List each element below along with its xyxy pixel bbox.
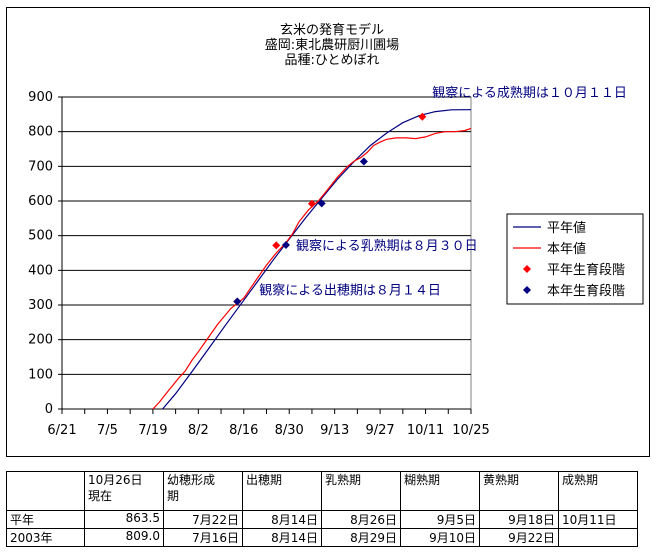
marker-2-1 <box>272 241 281 250</box>
y-tick-label: 700 <box>28 159 53 174</box>
annotation-label: 観察による出穂期は８月１４日 <box>259 284 441 299</box>
y-tick-label: 100 <box>28 367 53 382</box>
y-tick-label: 600 <box>28 194 53 209</box>
table-header-cell <box>6 471 85 511</box>
series-line-0 <box>162 109 471 410</box>
y-tick-label: 400 <box>28 263 53 278</box>
x-tick-label: 6/21 <box>47 423 76 438</box>
legend-label: 本年値 <box>547 241 586 257</box>
plot-area <box>61 96 472 410</box>
x-tick-label: 9/13 <box>320 423 349 438</box>
table-cell: 9月18日 <box>479 510 559 529</box>
x-tick-label: 10/25 <box>452 423 489 438</box>
legend-label: 本年生育段階 <box>547 283 625 299</box>
marker-3-1 <box>281 241 290 250</box>
x-tick-label: 8/2 <box>188 423 209 438</box>
table-header-cell: 成熟期 <box>558 471 638 511</box>
table-cell: 7月22日 <box>163 510 243 529</box>
legend-swatch <box>523 265 531 273</box>
table-header-row: 10月26日 現在 幼穂形成期出穂期 乳熟期 糊熟期 黄熟期 成熟期 <box>6 471 638 511</box>
y-tick-label: 800 <box>28 125 53 140</box>
table-header-cell: 出穂期 <box>242 471 322 511</box>
marker-3-3 <box>359 157 368 166</box>
x-tick-label: 8/30 <box>275 423 304 438</box>
chart-frame: 玄米の発育モデル 盛岡:東北農研厨川圃場 品種:ひとめぼれ 0 100 200 300… <box>6 7 650 457</box>
table-cell: 9月10日 <box>400 528 480 547</box>
annotation-label: 観察による成熟期は１０月１１日 <box>432 85 627 101</box>
table-cell: 809.0 <box>84 528 164 547</box>
table-cell: 8月29日 <box>321 528 401 547</box>
marker-2-2 <box>307 199 316 208</box>
y-tick-label: 0 <box>45 402 53 417</box>
y-tick-label: 500 <box>28 229 53 244</box>
x-tick-label: 8/16 <box>229 423 258 438</box>
x-tick-label: 9/27 <box>366 423 395 438</box>
legend-swatch <box>523 286 531 294</box>
table-cell: 7月16日 <box>163 528 243 547</box>
y-tick-label: 900 <box>28 90 53 105</box>
table-cell: 8月14日 <box>242 510 322 529</box>
x-tick-label: 10/11 <box>407 423 444 438</box>
table-cell: 8月26日 <box>321 510 401 529</box>
table-cell: 9月5日 <box>400 510 480 529</box>
legend-label: 平年生育段階 <box>547 262 625 278</box>
marker-3-0 <box>233 297 242 306</box>
table-cell: 10月11日 <box>558 510 638 529</box>
legend-label: 平年値 <box>547 220 586 236</box>
chart-title-line-1: 玄米の発育モデル <box>279 23 384 38</box>
table-cell: 2003年 <box>6 528 85 547</box>
table-row: 2003年 809.0 7月16日 8月14日 8月29日 9月10日 9月22日 <box>6 528 638 547</box>
table-cell: 平年 <box>6 510 85 529</box>
table-cell <box>558 528 638 547</box>
table-cell: 863.5 <box>84 510 164 529</box>
y-tick-label: 300 <box>28 298 53 313</box>
chart-title-line-2: 盛岡:東北農研厨川圃場 <box>264 38 400 53</box>
y-tick-label: 200 <box>28 333 53 348</box>
chart-svg: 0 100 200 300 400 500 600 700 800 900 6/21 7/5 7/19 8… <box>28 85 644 438</box>
table-header-cell: 黄熟期 <box>479 471 559 511</box>
summary-table: 10月26日 現在 幼穂形成期出穂期 乳熟期 糊熟期 黄熟期 成熟期 平年 863.5 7月22日… <box>6 471 638 547</box>
series-line-1 <box>152 127 472 410</box>
table-cell: 9月22日 <box>479 528 559 547</box>
table-cell: 8月14日 <box>242 528 322 547</box>
table-header-cell: 10月26日 現在 <box>84 471 164 511</box>
annotation-label: 観察による乳熟期は８月３０日 <box>296 238 478 254</box>
table-header-cell: 糊熟期 <box>400 471 480 511</box>
table-header-cell: 乳熟期 <box>321 471 401 511</box>
marker-2-3 <box>418 112 427 121</box>
x-tick-label: 7/19 <box>138 423 167 438</box>
table-row: 平年 863.5 7月22日 8月14日 8月26日 9月5日 9月18日 10月11日 <box>6 510 638 529</box>
table-header-cell: 幼穂形成期 <box>163 471 243 511</box>
marker-3-2 <box>317 199 326 208</box>
chart-title-line-3: 品種:ひとめぼれ <box>284 53 380 68</box>
x-tick-label: 7/5 <box>97 423 118 438</box>
